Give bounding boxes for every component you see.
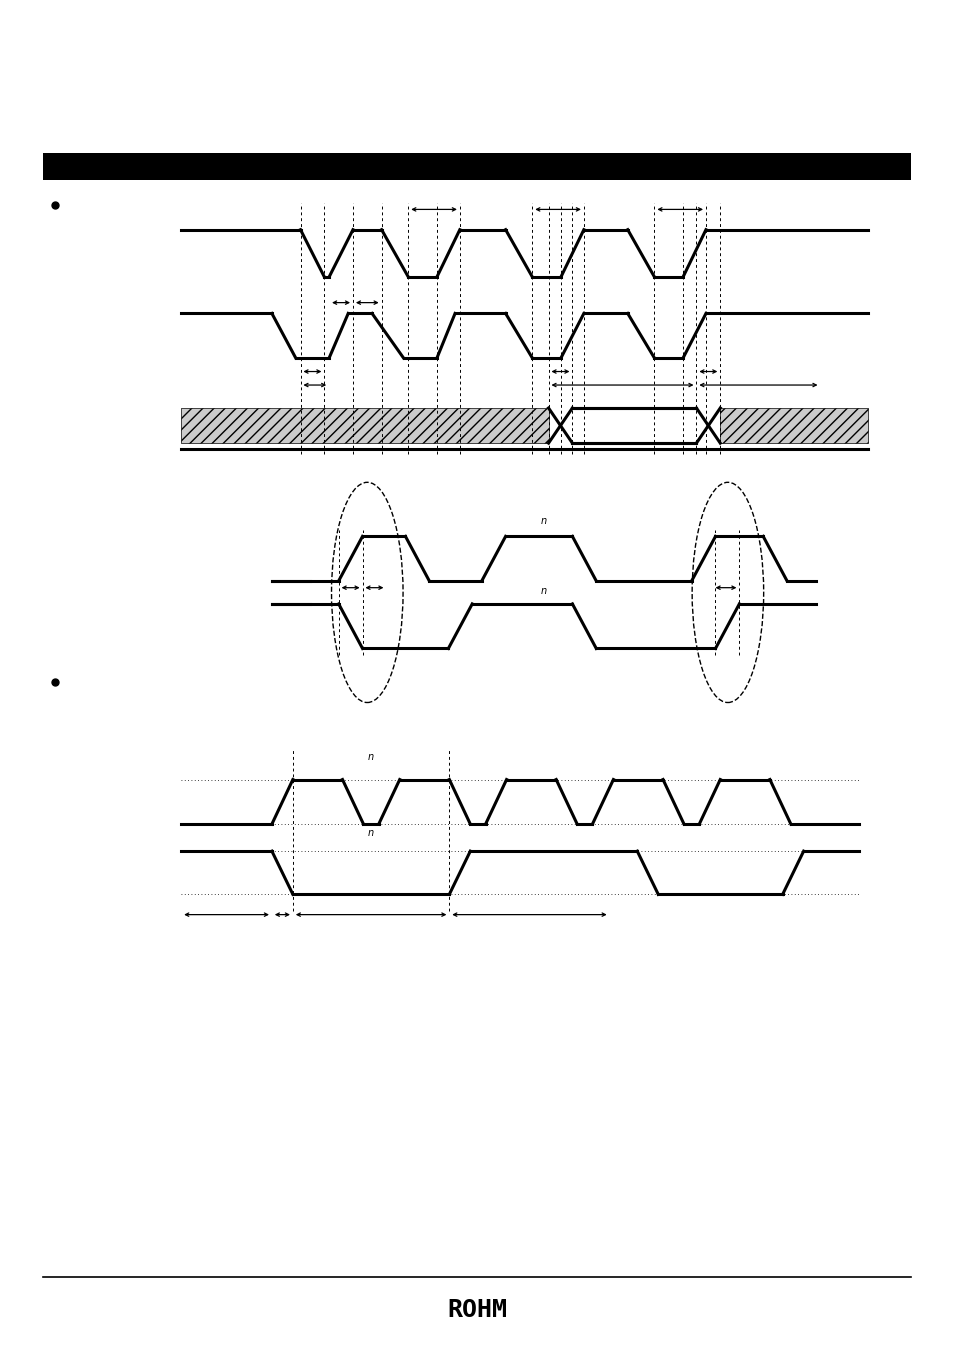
Text: n: n [540, 516, 546, 526]
Bar [572, 408, 696, 443]
Text: ROHM: ROHM [447, 1298, 506, 1323]
Text: n: n [368, 828, 374, 838]
Bar [181, 408, 548, 443]
Bar [43, 153, 910, 180]
Text: n: n [540, 586, 546, 596]
Bar [720, 408, 867, 443]
Text: n: n [368, 753, 374, 762]
